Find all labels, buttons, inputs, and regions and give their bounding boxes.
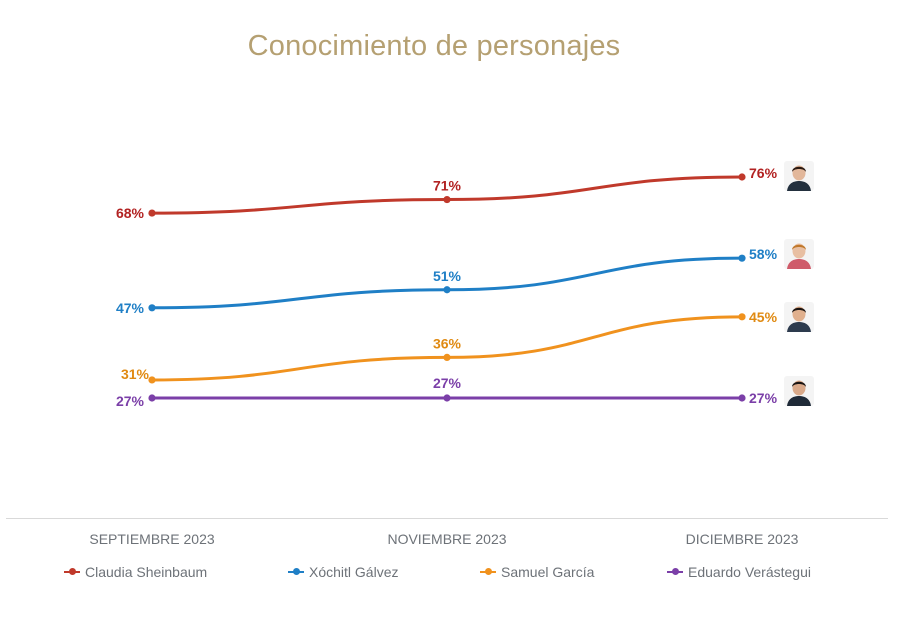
data-label: 36%: [433, 335, 462, 351]
data-point: [443, 195, 451, 204]
legend-swatch: [480, 568, 496, 575]
chart-legend: Claudia Sheinbaum Xóchitl Gálvez Samuel Ga…: [0, 561, 900, 583]
data-point: [738, 254, 746, 262]
data-label: 51%: [433, 268, 462, 284]
data-label: 71%: [433, 178, 462, 194]
x-tick-label: SEPTIEMBRE 2023: [89, 531, 215, 547]
data-point: [443, 353, 451, 362]
data-point: [738, 173, 746, 181]
data-point: [148, 304, 156, 312]
x-axis-line: [6, 518, 888, 519]
data-point: [148, 209, 156, 217]
x-tick-label: DICIEMBRE 2023: [685, 531, 799, 547]
data-label: 76%: [749, 165, 778, 181]
data-point: [148, 376, 156, 384]
portrait-claudia-sheinbaum-icon: [784, 161, 814, 191]
data-label: 31%: [121, 366, 150, 382]
portrait-eduardo-verastegui-icon: [784, 376, 814, 406]
data-label: 27%: [433, 375, 462, 391]
legend-label: Claudia Sheinbaum: [85, 564, 208, 580]
data-point: [443, 394, 451, 402]
legend-swatch: [288, 568, 304, 575]
legend-label: Eduardo Verástegui: [688, 564, 811, 580]
legend-item: Xóchitl Gálvez: [288, 561, 398, 583]
data-point: [738, 313, 746, 321]
legend-item: Samuel García: [480, 561, 594, 583]
data-point: [443, 286, 451, 294]
data-label: 47%: [116, 300, 145, 316]
data-point: [148, 394, 156, 402]
data-label: 45%: [749, 309, 778, 325]
x-tick-label: NOVIEMBRE 2023: [387, 531, 507, 547]
portrait-samuel-garcia-icon: [784, 302, 814, 332]
legend-label: Samuel García: [501, 564, 595, 580]
portrait-xochitl-galvez-icon: [784, 239, 814, 269]
chart-title: Conocimiento de personajes: [247, 30, 621, 62]
legend-item: Claudia Sheinbaum: [64, 561, 207, 583]
legend-label: Xóchitl Gálvez: [309, 564, 399, 580]
legend-item: Eduardo Verástegui: [667, 561, 811, 583]
data-label: 27%: [116, 393, 145, 409]
data-label: 68%: [116, 205, 145, 221]
data-label: 27%: [749, 390, 778, 406]
data-label: 58%: [749, 246, 778, 262]
legend-swatch: [667, 568, 683, 575]
data-point: [738, 394, 746, 402]
legend-swatch: [64, 568, 80, 575]
